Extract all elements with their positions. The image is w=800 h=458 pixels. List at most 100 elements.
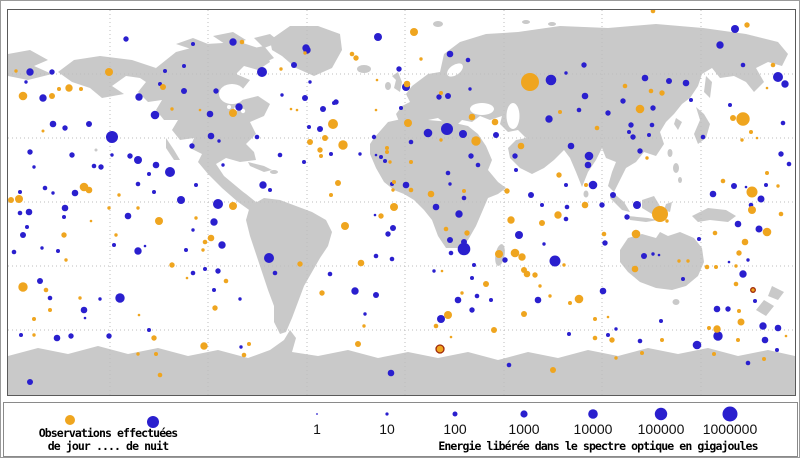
night-bolide-dot xyxy=(781,80,789,88)
day-bolide-dot xyxy=(504,188,510,194)
day-bolide-dot xyxy=(686,259,690,263)
day-bolide-dot xyxy=(385,146,389,150)
night-bolide-dot xyxy=(329,152,333,156)
night-bolide-dot xyxy=(302,160,306,164)
night-bolide-dot xyxy=(239,345,243,349)
day-bolide-dot xyxy=(483,281,489,287)
night-bolide-dot xyxy=(627,130,631,134)
day-bolide-dot xyxy=(548,294,552,298)
night-bolide-dot xyxy=(184,248,188,252)
night-bolide-dot xyxy=(461,195,467,201)
day-bolide-dot xyxy=(574,294,584,304)
night-bolide-dot xyxy=(446,50,454,58)
night-bolide-dot xyxy=(475,162,481,168)
night-bolide-dot xyxy=(390,225,396,231)
night-bolide-dot xyxy=(731,25,739,33)
day-bolide-dot xyxy=(319,290,325,296)
day-bolide-dot xyxy=(631,265,639,273)
night-bolide-dot xyxy=(755,225,763,233)
day-bolide-dot xyxy=(14,69,18,73)
night-bolide-dot xyxy=(649,122,655,128)
day-bolide-dot xyxy=(659,90,665,96)
day-bolide-dot xyxy=(538,284,542,288)
night-bolide-dot xyxy=(51,191,55,195)
night-bolide-dot xyxy=(152,161,160,169)
night-bolide-dot xyxy=(165,167,175,177)
night-bolide-dot xyxy=(373,213,377,217)
world-map-panel xyxy=(7,9,796,396)
night-bolide-dot xyxy=(761,336,769,344)
day-bolide-dot xyxy=(427,190,435,198)
continents-landmass xyxy=(8,20,795,395)
night-bolide-dot xyxy=(469,307,475,313)
day-bolide-dot xyxy=(408,187,414,193)
night-bolide-dot xyxy=(455,210,463,218)
night-bolide-dot xyxy=(666,78,672,84)
night-bolide-dot xyxy=(610,192,616,198)
night-bolide-dot xyxy=(272,270,278,276)
night-bolide-dot xyxy=(134,156,142,164)
night-bolide-dot xyxy=(731,183,737,189)
night-bolide-dot xyxy=(25,208,33,216)
day-bolide-dot xyxy=(750,287,756,293)
night-bolide-dot xyxy=(746,258,750,262)
night-bolide-dot xyxy=(213,199,223,209)
night-bolide-dot xyxy=(399,106,403,110)
day-bolide-dot xyxy=(391,188,395,192)
observations-caption-line1: Observations effectuées xyxy=(38,426,178,440)
night-bolide-dot xyxy=(620,98,626,104)
day-bolide-dot xyxy=(338,140,348,150)
night-bolide-dot xyxy=(445,170,451,176)
night-bolide-dot xyxy=(19,333,23,337)
night-bolide-dot xyxy=(203,267,207,271)
night-bolide-dot xyxy=(700,134,706,140)
day-bolide-dot xyxy=(720,178,726,184)
day-bolide-dot xyxy=(410,28,418,36)
observations-caption-line2: de jour .... de nuit xyxy=(47,439,169,453)
night-bolide-dot xyxy=(759,322,767,330)
night-bolide-dot xyxy=(106,333,112,339)
night-bolide-dot xyxy=(215,268,221,274)
size-legend-item: 1000 xyxy=(489,405,559,436)
night-bolide-dot xyxy=(98,297,102,301)
day-bolide-dot xyxy=(78,296,82,300)
day-bolide-dot xyxy=(85,186,93,194)
night-bolide-dot xyxy=(17,210,23,216)
day-bolide-dot xyxy=(460,291,464,295)
day-bolide-dot xyxy=(606,315,610,319)
day-bolide-dot xyxy=(64,258,68,262)
night-bolide-dot xyxy=(465,57,471,63)
night-bolide-dot xyxy=(734,220,742,228)
night-bolide-dot xyxy=(786,161,792,167)
night-bolide-dot xyxy=(515,231,523,239)
night-bolide-dot xyxy=(692,340,702,350)
night-bolide-dot xyxy=(317,126,323,132)
day-bolide-dot xyxy=(640,351,644,355)
night-bolide-dot xyxy=(637,148,643,154)
day-bolide-dot xyxy=(89,219,93,223)
night-bolide-dot xyxy=(218,241,226,249)
day-bolide-dot xyxy=(212,305,218,311)
day-bolide-dot xyxy=(776,184,780,188)
night-bolide-dot xyxy=(194,183,198,187)
day-bolide-dot xyxy=(170,107,174,111)
day-bolide-dot xyxy=(495,250,503,258)
day-bolide-dot xyxy=(443,226,449,232)
night-bolide-dot xyxy=(512,153,518,159)
night-bolide-dot xyxy=(371,134,377,140)
night-bolide-dot xyxy=(327,271,333,277)
night-bolide-dot xyxy=(257,67,267,77)
night-bolide-dot xyxy=(775,348,779,352)
night-bolide-dot xyxy=(408,139,414,145)
night-bolide-dot xyxy=(135,93,143,101)
night-bolide-dot xyxy=(127,153,133,159)
night-bolide-dot xyxy=(280,93,284,97)
day-bolide-dot xyxy=(61,232,67,238)
day-bolide-dot xyxy=(660,338,664,342)
night-bolide-dot xyxy=(542,242,546,246)
day-bolide-dot xyxy=(328,119,338,129)
night-bolide-dot xyxy=(461,239,467,245)
day-bolide-dot xyxy=(539,220,545,226)
day-bolide-dot xyxy=(770,62,776,68)
day-bolide-dot xyxy=(712,352,716,356)
